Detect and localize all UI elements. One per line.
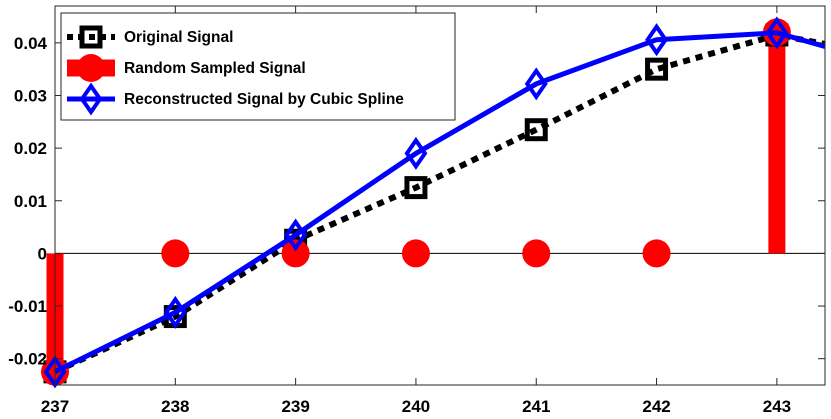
x-tick-label: 242 (642, 397, 670, 416)
original-signal-marker (645, 57, 669, 81)
legend-sampled-marker (77, 54, 105, 82)
reconstructed-signal-marker (524, 67, 548, 101)
y-tick-label: 0.02 (14, 139, 47, 158)
x-tick-label: 243 (763, 397, 791, 416)
reconstructed-signal-marker (284, 218, 308, 252)
reconstructed-signal-marker (645, 23, 668, 57)
sampled-signal-marker (522, 239, 551, 268)
sampled-signal-marker (642, 239, 671, 268)
y-tick-label: 0.04 (14, 34, 48, 53)
legend-box (60, 12, 456, 121)
original-signal-marker (524, 118, 548, 142)
legend: Original Signal Random Sampled Signal Reco… (60, 12, 456, 121)
axes-box (54, 5, 826, 386)
x-tick-label: 239 (281, 397, 309, 416)
legend-label: Reconstructed Signal by Cubic Spline (124, 91, 404, 108)
legend-original-marker (79, 25, 103, 49)
series-markers (41, 16, 826, 389)
x-tick-label: 238 (161, 397, 189, 416)
original-signal-line (53, 31, 826, 375)
legend-reconstructed-marker (79, 82, 103, 116)
sampled-signal-marker (401, 239, 430, 268)
legend-label: Original Signal (124, 29, 233, 46)
y-tick-label: -0.02 (8, 350, 47, 369)
reconstructed-signal-marker (765, 16, 789, 50)
y-tick-label: 0.03 (14, 86, 47, 105)
x-tick-label: 237 (41, 397, 69, 416)
original-signal-marker (404, 176, 428, 200)
sampled-signal-marker (161, 239, 190, 268)
y-tick-label: 0 (38, 244, 47, 263)
y-tick-label: -0.01 (8, 297, 47, 316)
x-tick-label: 241 (522, 397, 550, 416)
axis-ticks: 237 238 239 240 241 242 243 -0.02 -0.01 0 0.01 0.02… (8, 6, 825, 416)
x-tick-label: 240 (402, 397, 430, 416)
legend-label: Random Sampled Signal (124, 60, 306, 77)
sampled-signal-marker (281, 239, 310, 268)
y-tick-label: 0.01 (14, 192, 47, 211)
reconstructed-signal-marker (163, 295, 187, 329)
reconstructed-signal-line (53, 30, 826, 375)
reconstructed-signal-marker (404, 136, 428, 170)
